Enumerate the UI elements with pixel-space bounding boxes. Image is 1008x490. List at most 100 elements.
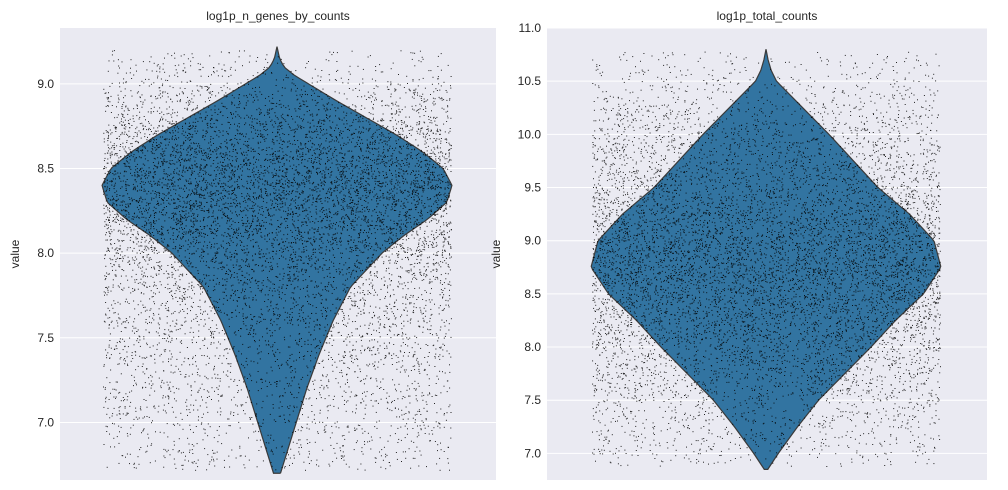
data-point <box>109 204 111 206</box>
data-point <box>135 181 137 183</box>
data-point <box>252 216 254 218</box>
data-point <box>146 69 148 71</box>
data-point <box>278 243 280 245</box>
data-point <box>423 244 425 246</box>
data-point <box>176 126 178 128</box>
data-point <box>144 236 146 238</box>
data-point <box>229 256 231 258</box>
data-point <box>161 240 163 242</box>
data-point <box>245 102 247 104</box>
data-point <box>248 164 250 166</box>
data-point <box>390 172 392 174</box>
data-point <box>433 132 434 134</box>
data-point <box>421 186 423 188</box>
data-point <box>345 463 347 465</box>
data-point <box>283 336 285 338</box>
data-point <box>268 340 269 342</box>
data-point <box>116 436 118 438</box>
data-point <box>371 225 373 226</box>
data-point <box>289 314 291 315</box>
data-point <box>255 158 257 160</box>
data-point <box>234 135 236 136</box>
data-point <box>124 407 126 409</box>
data-point <box>427 128 429 130</box>
data-point <box>423 188 425 189</box>
data-point <box>193 202 195 204</box>
data-point <box>168 175 170 177</box>
data-point <box>115 261 117 263</box>
data-point <box>365 180 367 182</box>
data-point <box>429 333 431 334</box>
data-point <box>343 111 345 113</box>
data-point <box>234 174 235 175</box>
data-point <box>268 112 270 114</box>
data-point <box>215 257 217 259</box>
data-point <box>106 174 108 176</box>
data-point <box>426 361 428 363</box>
data-point <box>343 459 345 461</box>
data-point <box>315 294 317 296</box>
data-point <box>335 307 337 309</box>
data-point <box>142 430 144 432</box>
data-point <box>166 249 168 251</box>
data-point <box>118 176 120 178</box>
data-point <box>108 134 110 136</box>
data-point <box>321 173 323 175</box>
data-point <box>419 133 421 135</box>
data-point <box>240 148 242 150</box>
data-point <box>304 176 305 178</box>
data-point <box>224 168 226 170</box>
data-point <box>395 204 397 206</box>
data-point <box>127 396 129 398</box>
data-point <box>159 68 161 70</box>
data-point <box>418 246 420 247</box>
data-point <box>114 274 116 276</box>
data-point <box>147 219 149 221</box>
data-point <box>212 163 214 165</box>
data-point <box>379 182 380 184</box>
data-point <box>297 150 299 152</box>
data-point <box>385 143 387 145</box>
data-point <box>390 96 392 98</box>
data-point <box>306 106 308 108</box>
data-point <box>180 216 182 218</box>
data-point <box>105 130 107 132</box>
data-point <box>427 183 429 185</box>
data-point <box>171 271 173 273</box>
data-point <box>333 187 335 189</box>
data-point <box>383 175 384 176</box>
data-point <box>420 224 422 226</box>
data-point <box>127 113 129 115</box>
data-point <box>199 375 201 377</box>
data-point <box>370 448 372 450</box>
data-point <box>359 157 361 159</box>
data-point <box>309 259 311 261</box>
data-point <box>283 307 285 309</box>
data-point <box>205 402 207 404</box>
data-point <box>136 168 138 170</box>
data-point <box>258 265 259 267</box>
data-point <box>443 282 445 284</box>
data-point <box>419 116 421 118</box>
data-point <box>120 254 121 256</box>
data-point <box>378 147 380 149</box>
data-point <box>115 275 117 277</box>
data-point <box>262 72 264 74</box>
data-point <box>158 94 160 96</box>
data-point <box>386 250 388 252</box>
data-point <box>437 235 439 237</box>
data-point <box>285 361 287 363</box>
data-point <box>132 156 134 158</box>
data-point <box>206 390 208 392</box>
data-point <box>162 136 164 138</box>
data-point <box>260 308 262 310</box>
data-point <box>343 222 344 224</box>
data-point <box>374 143 376 145</box>
data-point <box>330 193 332 195</box>
data-point <box>146 177 148 179</box>
data-point <box>165 119 167 121</box>
data-point <box>266 181 268 183</box>
data-point <box>240 134 242 136</box>
data-point <box>428 182 430 184</box>
data-point <box>369 440 371 442</box>
